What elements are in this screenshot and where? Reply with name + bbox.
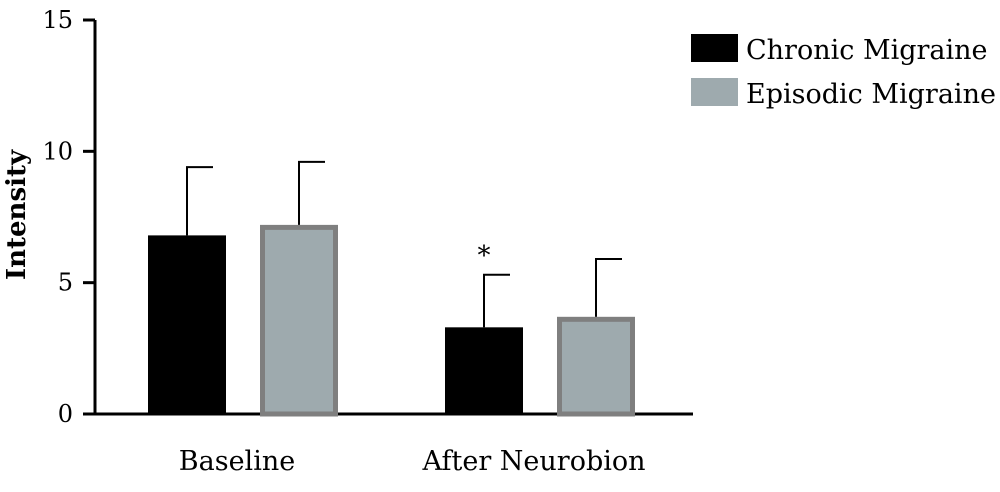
legend-swatch bbox=[691, 78, 738, 106]
bar bbox=[445, 327, 523, 414]
bars: * bbox=[148, 160, 635, 417]
y-tick-label: 10 bbox=[42, 137, 73, 165]
bar bbox=[148, 235, 226, 414]
y-tick-label: 5 bbox=[58, 269, 73, 297]
legend-swatch bbox=[691, 34, 738, 62]
significance-marker: * bbox=[478, 241, 491, 271]
y-tick-label: 0 bbox=[58, 400, 73, 428]
bar bbox=[260, 224, 338, 417]
legend-label: Episodic Migraine bbox=[746, 79, 996, 110]
legend-label: Chronic Migraine bbox=[746, 35, 988, 66]
x-tick-label: After Neurobion bbox=[421, 446, 645, 477]
y-tick-label: 15 bbox=[42, 6, 73, 34]
y-axis-label: Intensity bbox=[2, 149, 32, 280]
x-tick-label: Baseline bbox=[179, 446, 295, 477]
legend: Chronic Migraine Episodic Migraine bbox=[691, 34, 996, 110]
bar bbox=[557, 316, 635, 417]
